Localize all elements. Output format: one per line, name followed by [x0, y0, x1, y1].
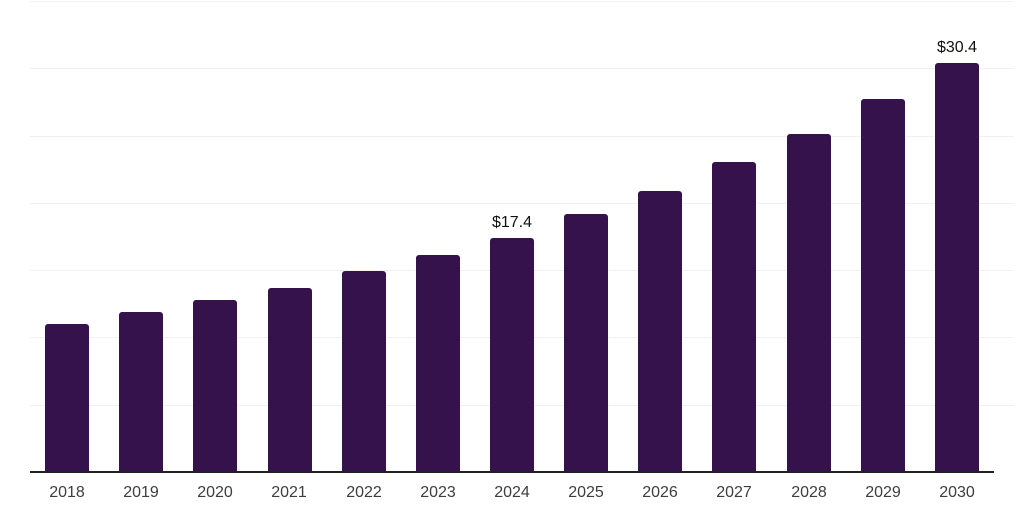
- gridline: [30, 203, 1014, 204]
- bar-value-label: $17.4: [491, 214, 533, 231]
- x-tick-label: 2021: [271, 484, 307, 501]
- x-tick-label: 2020: [197, 484, 233, 501]
- gridline: [30, 68, 1014, 69]
- gridline: [30, 1, 1014, 2]
- bar-2027: [712, 162, 756, 472]
- gridline: [30, 136, 1014, 137]
- x-tick-label: 2024: [494, 484, 530, 501]
- x-tick-label: 2022: [346, 484, 382, 501]
- x-tick-label: 2023: [420, 484, 456, 501]
- bar-2021: [268, 288, 312, 472]
- bar-2023: [416, 255, 460, 472]
- bar-2019: [119, 312, 163, 472]
- x-tick-label: 2026: [642, 484, 678, 501]
- x-tick-label: 2019: [123, 484, 159, 501]
- bar-2018: [45, 324, 89, 472]
- bar-2030: [935, 63, 979, 472]
- bar-2024: [490, 238, 534, 472]
- bar-2020: [193, 300, 237, 472]
- x-tick-label: 2028: [791, 484, 827, 501]
- bar-value-label: $30.4: [936, 39, 978, 56]
- x-tick-label: 2029: [865, 484, 901, 501]
- x-tick-label: 2025: [568, 484, 604, 501]
- x-tick-label: 2018: [49, 484, 85, 501]
- x-axis-line: [30, 471, 994, 473]
- x-tick-label: 2030: [939, 484, 975, 501]
- bar-2028: [787, 134, 831, 472]
- bar-2026: [638, 191, 682, 472]
- bar-2025: [564, 214, 608, 472]
- bar-2029: [861, 99, 905, 472]
- x-tick-label: 2027: [716, 484, 752, 501]
- bar-2022: [342, 271, 386, 472]
